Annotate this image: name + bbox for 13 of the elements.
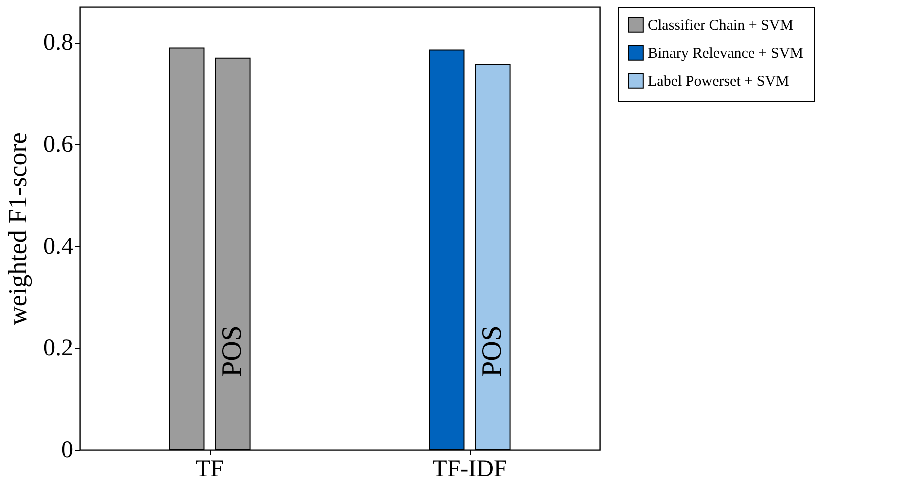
legend-label: Label Powerset + SVM bbox=[648, 74, 790, 90]
legend-label: Binary Relevance + SVM bbox=[648, 46, 804, 62]
legend-label: Classifier Chain + SVM bbox=[648, 18, 794, 34]
y-tick-label: 0 bbox=[62, 438, 74, 464]
y-tick-label: 0.4 bbox=[44, 234, 74, 260]
y-tick-label: 0.6 bbox=[44, 132, 74, 158]
y-axis-title: weighted F1-score bbox=[4, 132, 32, 326]
annotation: POS bbox=[217, 326, 248, 377]
x-tick-label: TF-IDF bbox=[432, 456, 508, 482]
annotation: POS bbox=[477, 326, 508, 377]
y-tick-label: 0.8 bbox=[44, 30, 74, 56]
y-tick-label: 0.2 bbox=[44, 336, 74, 362]
x-tick-label: TF bbox=[196, 456, 224, 482]
